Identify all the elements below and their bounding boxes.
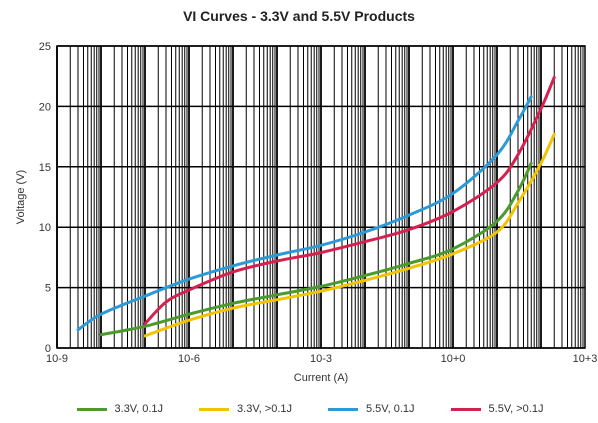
plot-frame	[56, 45, 586, 349]
y-tick-label: 20	[39, 101, 51, 113]
y-tick-label: 5	[45, 283, 51, 295]
legend-label: 3.3V, >0.1J	[237, 403, 292, 415]
legend-label: 5.5V, 0.1J	[366, 403, 415, 415]
legend: 3.3V, 0.1J 3.3V, >0.1J 5.5V, 0.1J 5.5V, >0.…	[30, 400, 590, 418]
legend-item: 5.5V, 0.1J	[328, 403, 415, 415]
series-line	[76, 95, 533, 332]
x-tick-label: 10-6	[178, 353, 200, 365]
tick-labels: 0 5 10 15 20 25 10-9 10-6 10-3 10+0 10+3	[39, 41, 598, 365]
y-tick-label: 0	[45, 343, 51, 355]
legend-swatch	[76, 407, 107, 411]
x-tick-label: 10+3	[573, 353, 598, 365]
y-axis-title: Voltage (V)	[15, 170, 27, 224]
vi-curves-chart: 0 5 10 15 20 25 10-9 10-6 10-3 10+0 10+3 Current (…	[15, 41, 598, 384]
y-tick-label: 25	[39, 41, 51, 53]
chart-title: VI Curves - 3.3V and 5.5V Products	[183, 8, 415, 24]
legend-label: 3.3V, 0.1J	[114, 403, 164, 415]
x-tick-label: 10-3	[310, 353, 332, 365]
y-tick-label: 15	[39, 162, 51, 174]
legend-item: 3.3V, >0.1J	[199, 403, 292, 415]
series-line	[99, 161, 533, 337]
legend-swatch	[328, 407, 358, 411]
legend-item: 3.3V, 0.1J	[76, 403, 164, 415]
legend-swatch	[199, 407, 230, 411]
x-tick-label: 10-9	[46, 353, 68, 365]
x-axis-title: Current (A)	[294, 372, 348, 384]
legend-item: 5.5V, >0.1J	[450, 403, 544, 415]
series-line	[143, 132, 556, 338]
y-tick-label: 10	[39, 222, 51, 234]
legend-label: 5.5V, >0.1J	[488, 403, 544, 415]
x-tick-label: 10+0	[441, 353, 466, 365]
series-line	[143, 75, 556, 326]
grid	[56, 45, 585, 349]
legend-swatch	[450, 407, 481, 411]
series-lines	[76, 75, 556, 338]
